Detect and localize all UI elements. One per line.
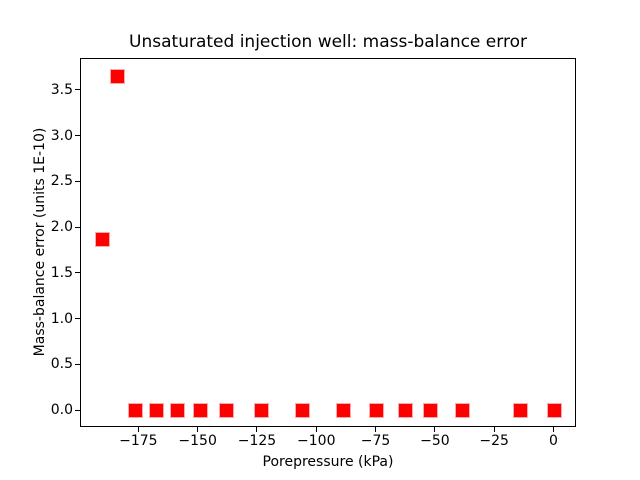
data-point-marker bbox=[512, 402, 528, 418]
data-point-marker bbox=[547, 402, 563, 418]
x-tick-mark bbox=[197, 427, 199, 432]
data-point-marker bbox=[95, 232, 111, 248]
x-tick-label: −175 bbox=[119, 433, 158, 449]
x-tick-label: −25 bbox=[479, 433, 509, 449]
x-tick-label: −100 bbox=[297, 433, 336, 449]
y-tick-mark bbox=[75, 272, 80, 274]
y-tick-label: 3.0 bbox=[50, 127, 73, 144]
chart-title: Unsaturated injection well: mass-balance… bbox=[129, 32, 527, 52]
data-point-marker bbox=[148, 402, 164, 418]
data-point-marker bbox=[336, 402, 352, 418]
y-tick-label: 1.5 bbox=[50, 264, 73, 281]
y-tick-mark bbox=[75, 135, 80, 137]
data-point-marker bbox=[254, 402, 270, 418]
y-tick-label: 3.5 bbox=[50, 81, 73, 98]
data-point-marker bbox=[192, 402, 208, 418]
y-tick-label: 1.0 bbox=[50, 310, 73, 327]
data-point-marker bbox=[218, 402, 234, 418]
x-tick-label: −150 bbox=[178, 433, 217, 449]
x-tick-mark bbox=[137, 427, 139, 432]
y-tick-label: 2.0 bbox=[50, 219, 73, 236]
y-tick-label: 0.5 bbox=[50, 356, 73, 373]
x-tick-mark bbox=[315, 427, 317, 432]
x-tick-label: −125 bbox=[237, 433, 277, 449]
x-tick-mark bbox=[493, 427, 495, 432]
data-point-marker bbox=[454, 402, 470, 418]
x-tick-label: −75 bbox=[360, 433, 391, 449]
y-axis-label: Mass-balance error (units 1E-10) bbox=[32, 127, 48, 357]
x-tick-mark bbox=[552, 427, 554, 432]
data-point-marker bbox=[128, 402, 144, 418]
data-point-marker bbox=[109, 68, 125, 84]
data-point-marker bbox=[397, 402, 413, 418]
y-tick-mark bbox=[75, 409, 80, 411]
y-tick-mark bbox=[75, 318, 80, 320]
x-tick-label: 0 bbox=[548, 433, 558, 449]
y-tick-mark bbox=[75, 363, 80, 365]
x-tick-mark bbox=[256, 427, 258, 432]
y-tick-label: 0.0 bbox=[50, 402, 73, 419]
data-point-marker bbox=[294, 402, 310, 418]
x-axis-label: Porepressure (kPa) bbox=[262, 454, 394, 470]
x-tick-mark bbox=[434, 427, 436, 432]
y-tick-label: 2.5 bbox=[50, 173, 73, 190]
plot-area bbox=[80, 58, 576, 427]
y-tick-mark bbox=[75, 226, 80, 228]
y-tick-mark bbox=[75, 180, 80, 182]
data-point-marker bbox=[169, 402, 185, 418]
x-tick-mark bbox=[375, 427, 377, 432]
x-tick-label: −50 bbox=[420, 433, 450, 449]
data-point-marker bbox=[422, 402, 438, 418]
data-point-marker bbox=[369, 402, 385, 418]
y-tick-mark bbox=[75, 89, 80, 91]
